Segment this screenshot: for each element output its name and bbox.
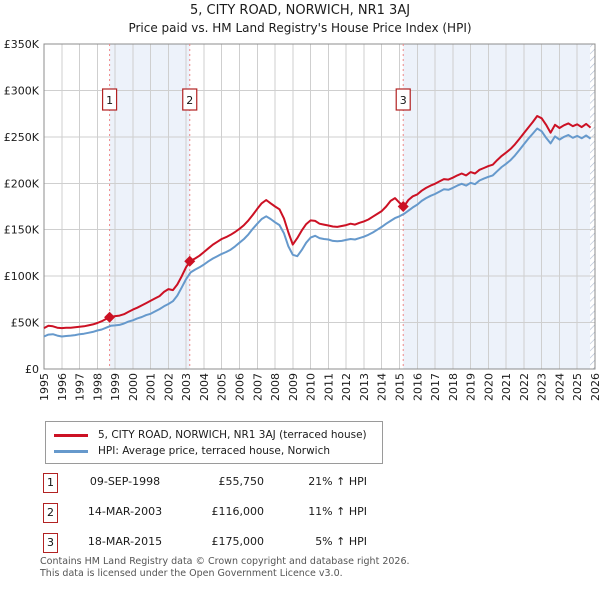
price-line-sample <box>54 433 88 437</box>
svg-text:1: 1 <box>106 94 113 107</box>
svg-text:2000: 2000 <box>127 373 140 401</box>
transaction-price: £175,000 <box>211 535 265 548</box>
svg-text:2005: 2005 <box>216 373 229 401</box>
legend-item-hpi: HPI: Average price, terraced house, Norw… <box>54 443 374 459</box>
svg-text:1999: 1999 <box>109 373 122 401</box>
transaction-row: 1 09-SEP-1998 £55,750 21% ↑ HPI <box>0 473 600 497</box>
page-title: 5, CITY ROAD, NORWICH, NR1 3AJ <box>189 3 411 18</box>
page-subtitle: Price paid vs. HM Land Registry's House … <box>128 21 472 35</box>
svg-text:2: 2 <box>186 94 193 107</box>
svg-text:2004: 2004 <box>198 373 211 401</box>
legend-label: 5, CITY ROAD, NORWICH, NR1 3AJ (terraced… <box>98 429 367 441</box>
svg-text:2022: 2022 <box>518 373 531 401</box>
license-footer: Contains HM Land Registry data © Crown c… <box>40 556 600 579</box>
transaction-hpi-delta: 21% ↑ HPI <box>308 475 367 488</box>
svg-text:2023: 2023 <box>536 373 549 401</box>
transaction-number-badge: 1 <box>43 473 58 493</box>
svg-text:2010: 2010 <box>305 373 318 401</box>
x-axis-labels: 1995 1996 1997 1998 1999 2000 2001 2002 2003 2004… <box>38 373 600 401</box>
svg-text:1997: 1997 <box>74 373 87 401</box>
svg-text:2020: 2020 <box>482 373 495 401</box>
svg-text:2014: 2014 <box>376 373 389 401</box>
y-axis-labels: £350K £300K £250K £200K £150K £100K £50K £0 <box>4 38 40 376</box>
transaction-row: 2 14-MAR-2003 £116,000 11% ↑ HPI <box>0 503 600 527</box>
legend-label: HPI: Average price, terraced house, Norw… <box>98 445 331 457</box>
svg-text:2016: 2016 <box>411 373 424 401</box>
svg-text:2003: 2003 <box>180 373 193 401</box>
chart-legend: 5, CITY ROAD, NORWICH, NR1 3AJ (terraced… <box>45 421 383 464</box>
transaction-number-badge: 3 <box>43 533 58 553</box>
svg-text:£300K: £300K <box>4 84 40 97</box>
transaction-price: £116,000 <box>211 505 265 518</box>
svg-text:£200K: £200K <box>4 177 40 190</box>
svg-text:£100K: £100K <box>4 270 40 283</box>
sale-markers: 1 2 3 <box>101 88 411 323</box>
transaction-hpi-delta: 5% ↑ HPI <box>315 535 367 548</box>
svg-text:2019: 2019 <box>465 373 478 401</box>
transaction-number-badge: 2 <box>43 503 58 523</box>
svg-text:2002: 2002 <box>162 373 175 401</box>
transaction-price: £55,750 <box>218 475 265 488</box>
svg-text:2017: 2017 <box>429 373 442 401</box>
svg-text:£350K: £350K <box>4 38 40 51</box>
transaction-date: 09-SEP-1998 <box>89 475 161 488</box>
svg-text:2025: 2025 <box>571 373 584 401</box>
plot-border <box>43 43 596 370</box>
svg-text:2001: 2001 <box>145 373 158 401</box>
svg-text:£50K: £50K <box>11 317 40 330</box>
svg-text:2026: 2026 <box>589 373 600 401</box>
svg-text:£150K: £150K <box>4 224 40 237</box>
svg-text:2012: 2012 <box>340 373 353 401</box>
svg-text:2006: 2006 <box>234 373 247 401</box>
legend-item-price-paid: 5, CITY ROAD, NORWICH, NR1 3AJ (terraced… <box>54 427 374 443</box>
hpi-line <box>43 127 592 338</box>
svg-text:2024: 2024 <box>553 373 566 401</box>
transaction-hpi-delta: 11% ↑ HPI <box>308 505 367 518</box>
svg-text:£250K: £250K <box>4 131 40 144</box>
svg-text:2008: 2008 <box>269 373 282 401</box>
footer-line-1: Contains HM Land Registry data © Crown c… <box>40 556 410 567</box>
svg-text:2007: 2007 <box>251 373 264 401</box>
price-paid-line <box>43 115 592 330</box>
footer-line-2: This data is licensed under the Open Gov… <box>40 567 343 579</box>
gridlines <box>43 43 596 370</box>
svg-text:2015: 2015 <box>393 373 406 401</box>
transaction-row: 3 18-MAR-2015 £175,000 5% ↑ HPI <box>0 533 600 557</box>
shaded-bands <box>109 44 591 369</box>
svg-text:1995: 1995 <box>38 373 51 401</box>
hpi-line-sample <box>54 449 88 453</box>
price-history-chart[interactable]: 1 2 3 £350K £300K £250K £200K £150K £100K £50K £0… <box>0 0 600 412</box>
transaction-date: 18-MAR-2015 <box>87 535 163 548</box>
svg-text:2013: 2013 <box>358 373 371 401</box>
future-hatch-band <box>590 44 595 369</box>
transaction-date: 14-MAR-2003 <box>87 505 163 518</box>
svg-text:2011: 2011 <box>322 373 335 401</box>
svg-text:1998: 1998 <box>91 373 104 401</box>
svg-text:1996: 1996 <box>56 373 69 401</box>
svg-text:2009: 2009 <box>287 373 300 401</box>
svg-text:2021: 2021 <box>500 373 513 401</box>
svg-text:3: 3 <box>400 94 407 107</box>
svg-text:2018: 2018 <box>447 373 460 401</box>
svg-text:£0: £0 <box>25 363 39 376</box>
